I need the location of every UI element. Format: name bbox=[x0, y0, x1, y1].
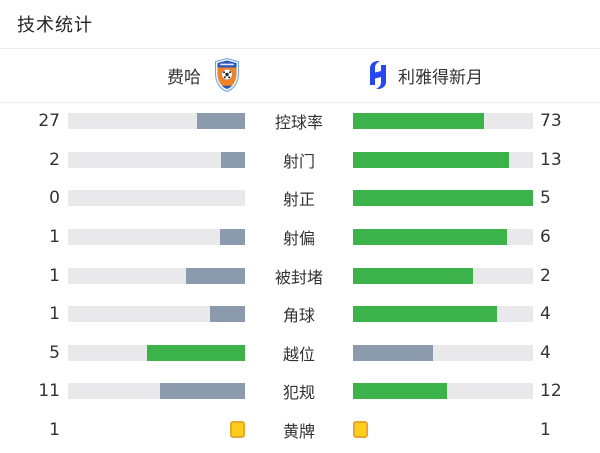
stat-label: 射正 bbox=[282, 190, 315, 210]
stat-row: 1 黄牌 1 bbox=[0, 411, 600, 450]
stats-rows: 27 控球率 73 2 射门 13 0 射正 bbox=[0, 102, 600, 449]
away-value: 12 bbox=[540, 381, 562, 402]
away-bar-fill bbox=[353, 151, 509, 168]
away-bar-fill bbox=[353, 190, 533, 207]
away-bar bbox=[353, 190, 533, 207]
stat-label: 越位 bbox=[282, 344, 315, 364]
away-bar-fill bbox=[353, 267, 473, 284]
away-value: 13 bbox=[540, 149, 562, 170]
stat-label: 被封堵 bbox=[274, 267, 323, 287]
away-bar bbox=[353, 151, 533, 168]
home-bar bbox=[68, 229, 245, 246]
stat-row: 1 角球 4 bbox=[0, 295, 600, 334]
home-value: 0 bbox=[49, 188, 60, 209]
away-bar bbox=[353, 267, 533, 284]
stat-row: 5 越位 4 bbox=[0, 334, 600, 373]
away-value: 1 bbox=[540, 420, 551, 441]
home-bar-fill bbox=[219, 229, 245, 246]
home-value: 2 bbox=[49, 149, 60, 170]
alhilal-crest-icon bbox=[370, 61, 386, 89]
stat-row: 1 被封堵 2 bbox=[0, 256, 600, 295]
away-value: 2 bbox=[540, 265, 551, 286]
home-bar-fill bbox=[160, 383, 245, 400]
home-value: 1 bbox=[49, 265, 60, 286]
divider bbox=[0, 102, 600, 103]
stat-label: 控球率 bbox=[274, 113, 323, 133]
away-value: 4 bbox=[540, 304, 551, 325]
away-bar-fill bbox=[353, 383, 447, 400]
yellow-card-icon bbox=[230, 421, 245, 439]
team-header: 费哈 利雅得 bbox=[0, 48, 600, 102]
stat-label: 黄牌 bbox=[282, 422, 315, 442]
home-bar bbox=[68, 383, 245, 400]
page-title: 技术统计 bbox=[17, 15, 93, 36]
away-bar bbox=[353, 344, 533, 361]
away-bar bbox=[353, 229, 533, 246]
home-bar bbox=[68, 344, 245, 361]
home-team-name: 费哈 bbox=[167, 67, 201, 88]
home-bar bbox=[68, 421, 245, 439]
home-bar bbox=[68, 190, 245, 207]
away-value: 73 bbox=[540, 111, 562, 132]
away-bar bbox=[353, 306, 533, 323]
home-bar bbox=[68, 306, 245, 323]
home-bar-fill bbox=[186, 267, 245, 284]
away-team-name: 利雅得新月 bbox=[398, 67, 483, 88]
away-bar bbox=[353, 113, 533, 130]
home-value: 1 bbox=[49, 227, 60, 248]
away-value: 5 bbox=[540, 188, 551, 209]
home-bar-fill bbox=[197, 113, 245, 130]
home-value: 11 bbox=[38, 381, 60, 402]
home-bar-fill bbox=[146, 344, 245, 361]
home-value: 5 bbox=[49, 342, 60, 363]
away-bar-fill bbox=[353, 344, 433, 361]
divider bbox=[0, 48, 600, 49]
team-away[interactable]: 利雅得新月 bbox=[366, 48, 483, 102]
stat-row: 27 控球率 73 bbox=[0, 102, 600, 141]
stat-label: 犯规 bbox=[282, 383, 315, 403]
home-bar bbox=[68, 267, 245, 284]
away-bar bbox=[353, 383, 533, 400]
stat-row: 0 射正 5 bbox=[0, 179, 600, 218]
home-value: 27 bbox=[38, 111, 60, 132]
stat-row: 11 犯规 12 bbox=[0, 372, 600, 411]
stat-row: 2 射门 13 bbox=[0, 141, 600, 180]
away-value: 4 bbox=[540, 342, 551, 363]
stat-label: 射门 bbox=[282, 151, 315, 171]
stat-row: 1 射偏 6 bbox=[0, 218, 600, 257]
home-value: 1 bbox=[49, 304, 60, 325]
away-bar-fill bbox=[353, 113, 485, 130]
team-home[interactable]: 费哈 bbox=[167, 48, 240, 102]
stat-label: 射偏 bbox=[282, 229, 315, 249]
stat-label: 角球 bbox=[282, 306, 315, 326]
home-bar bbox=[68, 151, 245, 168]
away-bar-fill bbox=[353, 229, 508, 246]
home-bar bbox=[68, 113, 245, 130]
away-bar bbox=[353, 421, 533, 439]
away-value: 6 bbox=[540, 227, 551, 248]
home-value: 1 bbox=[49, 420, 60, 441]
home-bar-fill bbox=[221, 151, 245, 168]
home-bar-fill bbox=[209, 306, 245, 323]
away-bar-fill bbox=[353, 306, 497, 323]
fayha-crest-icon bbox=[215, 58, 239, 92]
yellow-card-icon bbox=[353, 421, 368, 439]
